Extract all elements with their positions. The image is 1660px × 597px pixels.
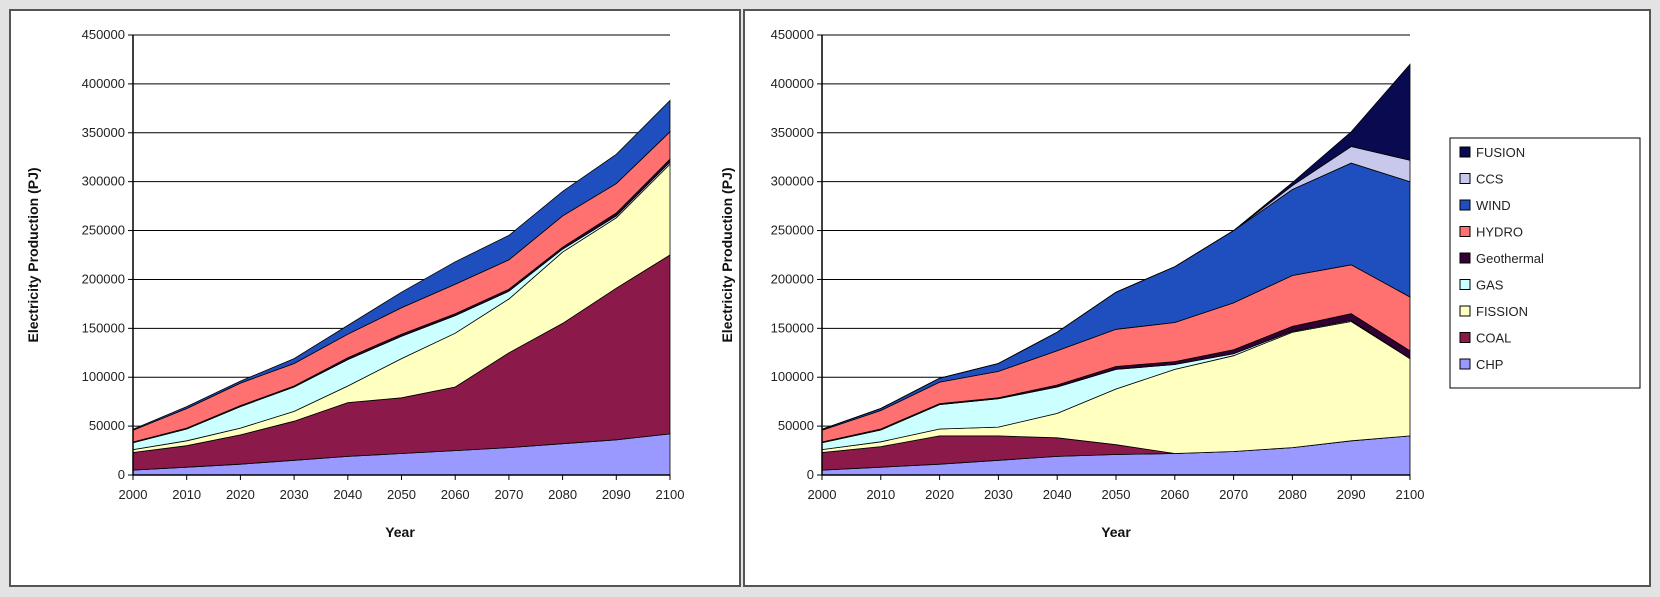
area-wind (132, 99, 671, 431)
x-tick-label: 2020 (226, 487, 255, 502)
x-tick-label: 2060 (441, 487, 470, 502)
legend-label-geothermal: Geothermal (1476, 251, 1544, 266)
y-tick-label: 150000 (771, 320, 814, 335)
area-fusion (821, 63, 1411, 430)
right-chart: 0 50000 100000 150000 200000 250000 300000 3500… (719, 27, 1424, 540)
x-axis-title: Year (385, 524, 415, 540)
y-tick-label: 100000 (771, 369, 814, 384)
y-tick-label: 250000 (771, 223, 814, 238)
y-tick-label: 400000 (771, 76, 814, 91)
y-tick-label: 50000 (89, 418, 125, 433)
y-tick-label: 300000 (771, 174, 814, 189)
legend-label-wind: WIND (1476, 198, 1511, 213)
x-tick-label: 2070 (1219, 487, 1248, 502)
y-tick-label: 350000 (82, 125, 125, 140)
x-tick-label: 2020 (925, 487, 954, 502)
y-axis-title: Electricity Production (PJ) (25, 167, 41, 342)
y-tick-label: 0 (807, 467, 814, 482)
legend-swatch-gas (1459, 279, 1471, 290)
x-tick-label: 2060 (1160, 487, 1189, 502)
y-tick-label: 450000 (771, 27, 814, 42)
y-tick-label: 200000 (771, 271, 814, 286)
left-chart: 0 50000 100000 150000 200000 250000 300000 3500… (25, 27, 684, 540)
legend-swatch-wind (1459, 199, 1471, 211)
legend-swatch-fission (1459, 305, 1471, 317)
y-tick-label: 150000 (82, 320, 125, 335)
legend-box (1449, 137, 1641, 389)
y-tick-label: 100000 (82, 369, 125, 384)
x-axis-title: Year (1101, 524, 1131, 540)
y-tick-label: 250000 (82, 223, 125, 238)
x-tick-label: 2070 (494, 487, 523, 502)
legend-label-fission: FISSION (1476, 304, 1528, 319)
y-tick-label: 400000 (82, 76, 125, 91)
y-tick-label: 450000 (82, 27, 125, 42)
legend-label-ccs: CCS (1476, 172, 1504, 187)
legend-swatch-fusion (1459, 146, 1471, 158)
x-tick-label: 2100 (656, 487, 685, 502)
x-tick-label: 2000 (119, 487, 148, 502)
legend-label-hydro: HYDRO (1476, 225, 1523, 240)
x-tick-label: 2040 (1043, 487, 1072, 502)
legend-swatch-hydro (1459, 226, 1471, 237)
y-tick-label: 200000 (82, 271, 125, 286)
legend-swatch-coal (1459, 332, 1471, 343)
x-tick-label: 2010 (172, 487, 201, 502)
x-tick-label: 2010 (866, 487, 895, 502)
x-tick-label: 2000 (808, 487, 837, 502)
legend-label-fusion: FUSION (1476, 145, 1525, 160)
x-tick-label: 2030 (280, 487, 309, 502)
y-tick-label: 350000 (771, 125, 814, 140)
x-tick-label: 2090 (602, 487, 631, 502)
x-tick-label: 2050 (1102, 487, 1131, 502)
legend-swatch-ccs (1459, 173, 1471, 184)
legend-label-coal: COAL (1476, 331, 1511, 346)
x-tick-label: 2040 (333, 487, 362, 502)
x-tick-label: 2050 (387, 487, 416, 502)
y-axis-title: Electricity Production (PJ) (719, 167, 735, 342)
y-tick-label: 50000 (778, 418, 814, 433)
legend: FUSION CCS WIND HYDRO Geothermal GAS FISSION CO… (1449, 137, 1641, 389)
legend-swatch-geothermal (1459, 252, 1471, 264)
y-tick-label: 300000 (82, 174, 125, 189)
x-tick-label: 2100 (1396, 487, 1425, 502)
x-tick-label: 2030 (984, 487, 1013, 502)
legend-label-gas: GAS (1476, 278, 1504, 293)
x-tick-label: 2090 (1337, 487, 1366, 502)
legend-swatch-chp (1459, 358, 1471, 370)
x-tick-label: 2080 (548, 487, 577, 502)
x-tick-label: 2080 (1278, 487, 1307, 502)
legend-label-chp: CHP (1476, 357, 1503, 372)
y-tick-label: 0 (118, 467, 125, 482)
